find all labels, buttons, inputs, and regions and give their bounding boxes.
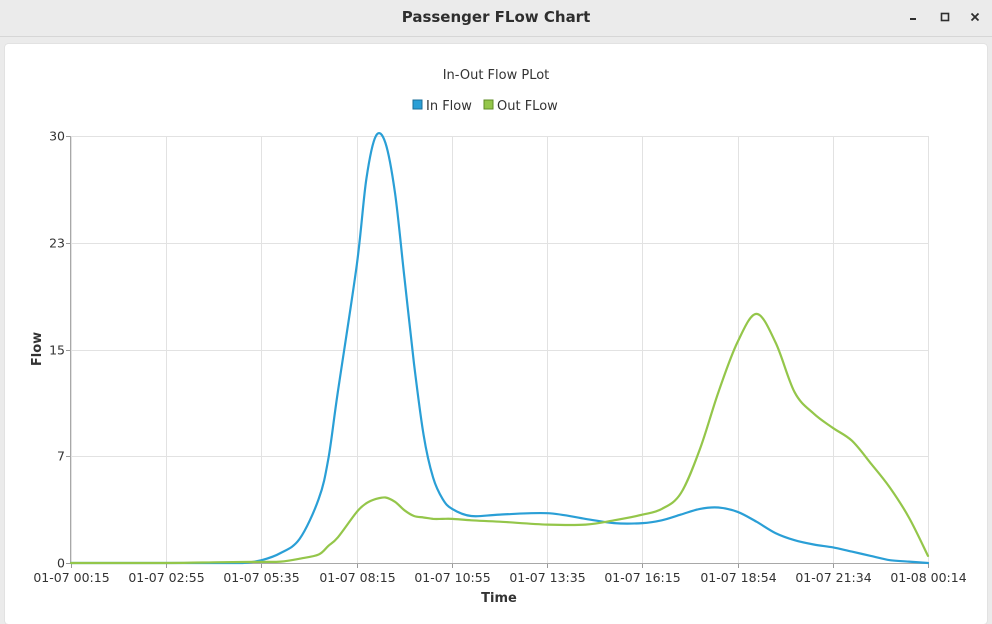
maximize-button[interactable]	[936, 8, 954, 26]
series	[69, 132, 930, 565]
series-line-out-flow	[69, 312, 930, 565]
y-axis-label: Flow	[30, 332, 45, 366]
legend-swatch-in-flow	[412, 99, 423, 110]
x-tick-label: 01-07 21:34	[795, 570, 871, 585]
chart-title: In-Out Flow PLot	[443, 68, 550, 83]
y-tick-label: 7	[57, 449, 65, 464]
minimize-button[interactable]	[904, 8, 922, 26]
x-tick-label: 01-07 08:15	[319, 570, 395, 585]
maximize-icon	[940, 12, 950, 22]
title-bar: Passenger FLow Chart	[0, 0, 992, 37]
y-tick-label: 30	[49, 129, 65, 144]
legend: In Flow Out FLow	[412, 99, 558, 114]
window-title: Passenger FLow Chart	[401, 8, 591, 26]
x-tick-label: 01-07 00:15	[33, 570, 109, 585]
x-tick-label: 01-07 16:15	[604, 570, 680, 585]
series-line-in-flow	[69, 132, 930, 565]
y-tick-label: 23	[49, 236, 65, 251]
axes: 01-07 00:15 01-07 02:55 01-07 05:35 01-07 0…	[33, 129, 966, 586]
grid	[71, 136, 929, 564]
x-tick-label: 01-08 00:14	[890, 570, 966, 585]
legend-label-in-flow: In Flow	[426, 99, 472, 114]
legend-swatch-out-flow	[483, 99, 494, 110]
x-tick-label: 01-07 02:55	[128, 570, 204, 585]
close-button[interactable]	[966, 8, 984, 26]
x-tick-label: 01-07 18:54	[700, 570, 776, 585]
legend-label-out-flow: Out FLow	[497, 99, 558, 114]
chart-panel	[5, 44, 987, 624]
y-tick-label: 15	[49, 343, 65, 358]
x-tick-label: 01-07 13:35	[509, 570, 585, 585]
x-tick-label: 01-07 10:55	[414, 570, 490, 585]
x-tick-label: 01-07 05:35	[223, 570, 299, 585]
close-icon	[970, 12, 980, 22]
minimize-icon	[910, 18, 916, 20]
y-tick-label: 0	[57, 556, 65, 571]
x-axis-label: Time	[481, 591, 517, 606]
